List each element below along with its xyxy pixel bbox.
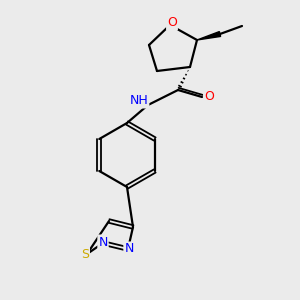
Text: N: N [124, 242, 134, 256]
Text: N: N [98, 236, 108, 248]
Text: S: S [81, 248, 89, 260]
Text: O: O [167, 16, 177, 29]
Text: O: O [204, 89, 214, 103]
Text: NH: NH [130, 94, 148, 107]
Polygon shape [197, 32, 220, 40]
